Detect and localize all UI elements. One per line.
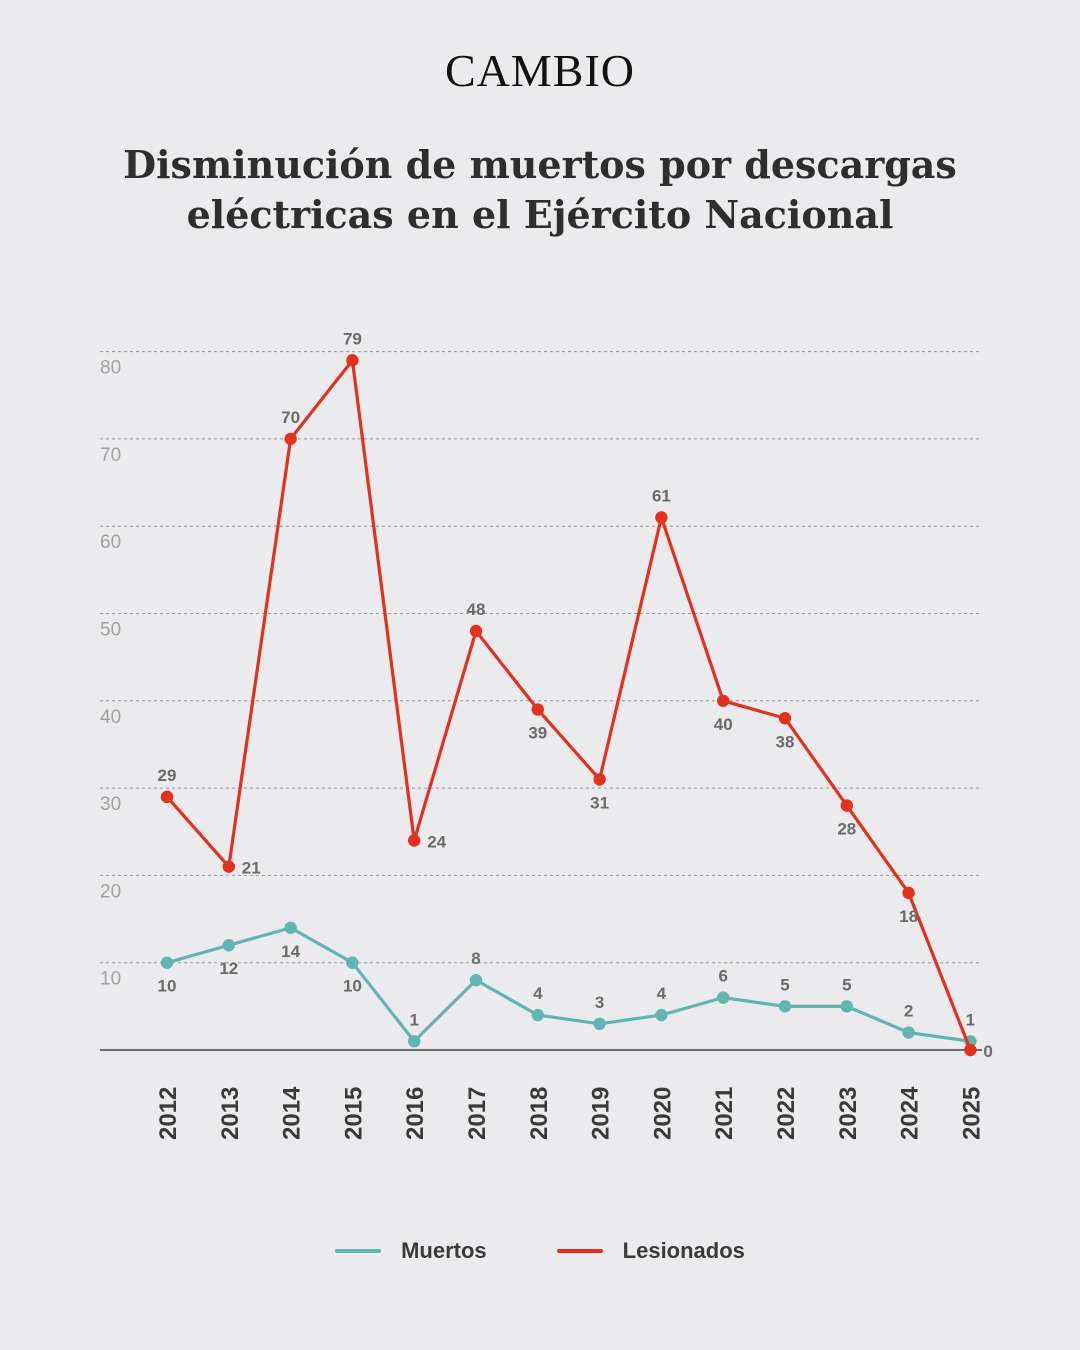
x-tick-label: 2012 [155, 1087, 182, 1140]
data-label: 10 [343, 977, 362, 996]
data-point-muertos [778, 1000, 792, 1013]
y-tick-label: 70 [100, 445, 121, 466]
series-line-lesionados [165, 358, 972, 1051]
data-label: 38 [776, 732, 795, 751]
data-label: 18 [899, 907, 918, 926]
data-point-lesionados [964, 1043, 977, 1057]
data-point-muertos [222, 939, 235, 952]
x-tick-label: 2015 [340, 1087, 367, 1140]
chart-legend: Muertos Lesionados [0, 1238, 1080, 1264]
data-label: 5 [780, 975, 789, 994]
legend-swatch [335, 1249, 382, 1253]
x-tick-label: 2014 [279, 1086, 306, 1140]
data-point-muertos [531, 1008, 544, 1022]
data-point-lesionados [717, 694, 730, 707]
y-tick-label: 60 [100, 532, 121, 553]
data-point-lesionados [531, 703, 544, 716]
data-point-muertos [593, 1017, 606, 1031]
data-point-lesionados [346, 354, 359, 367]
data-label: 48 [467, 600, 486, 619]
y-tick-label: 20 [100, 881, 121, 902]
x-tick-label: 2018 [526, 1087, 553, 1140]
chart-title: Disminución de muertos por descargas elé… [100, 140, 980, 240]
y-tick-label: 80 [100, 358, 121, 379]
x-tick-label: 2020 [649, 1087, 676, 1140]
data-label: 12 [219, 959, 238, 978]
data-point-lesionados [655, 511, 668, 524]
x-tick-label: 2017 [464, 1087, 491, 1140]
legend-item-muertos: Muertos [335, 1238, 487, 1264]
data-point-muertos [717, 991, 730, 1004]
data-point-muertos [284, 921, 297, 934]
data-label: 28 [837, 820, 856, 839]
data-point-lesionados [593, 773, 606, 786]
data-point-lesionados [840, 799, 853, 812]
data-label: 39 [528, 724, 547, 743]
data-label: 0 [983, 1042, 992, 1061]
x-tick-label: 2021 [711, 1087, 738, 1140]
data-label: 79 [343, 329, 362, 348]
data-label: 10 [158, 977, 177, 996]
data-point-muertos [408, 1035, 421, 1048]
data-point-lesionados [160, 790, 174, 804]
brand-logo: CAMBIO [444, 45, 636, 96]
data-label: 4 [533, 984, 543, 1003]
legend-swatch [556, 1249, 603, 1253]
data-label: 29 [158, 766, 177, 785]
data-label: 14 [281, 942, 300, 961]
x-tick-label: 2025 [958, 1087, 985, 1140]
data-label: 61 [652, 486, 671, 505]
data-label: 3 [595, 993, 604, 1012]
data-label: 31 [590, 793, 609, 812]
data-point-lesionados [778, 712, 792, 725]
data-label: 5 [842, 975, 851, 994]
legend-item-lesionados: Lesionados [556, 1238, 745, 1264]
chart-title-line1: Disminución de muertos por descargas [123, 142, 957, 187]
data-point-lesionados [469, 624, 483, 638]
x-tick-label: 2016 [402, 1087, 429, 1140]
data-point-muertos [655, 1008, 668, 1022]
data-point-lesionados [284, 432, 297, 446]
data-label: 70 [281, 408, 300, 427]
data-point-lesionados [222, 860, 235, 873]
y-tick-label: 40 [100, 707, 121, 728]
y-tick-label: 30 [100, 794, 121, 815]
x-tick-label: 2013 [217, 1087, 244, 1140]
legend-label: Muertos [401, 1238, 487, 1263]
data-point-muertos [840, 1000, 853, 1013]
data-label: 1 [966, 1010, 975, 1029]
x-tick-label: 2019 [588, 1087, 615, 1140]
data-point-muertos [346, 956, 359, 969]
data-label: 2 [904, 1002, 913, 1021]
y-tick-label: 50 [100, 620, 121, 641]
chart-title-line2: eléctricas en el Ejército Nacional [186, 192, 894, 237]
data-point-muertos [902, 1026, 915, 1039]
y-tick-label: 10 [100, 969, 121, 990]
x-tick-label: 2024 [897, 1086, 924, 1140]
x-tick-label: 2023 [835, 1087, 862, 1140]
data-label: 40 [714, 715, 733, 734]
data-label: 6 [718, 967, 727, 986]
data-point-muertos [160, 956, 174, 969]
data-label: 8 [471, 949, 480, 968]
data-label: 21 [242, 859, 261, 878]
data-point-muertos [469, 973, 483, 987]
x-tick-label: 2022 [773, 1087, 800, 1140]
data-label: 1 [409, 1010, 418, 1029]
series-line-muertos [166, 926, 971, 1043]
data-label: 24 [427, 832, 446, 851]
data-point-lesionados [408, 834, 421, 847]
legend-label: Lesionados [622, 1238, 745, 1263]
data-point-lesionados [902, 886, 915, 900]
data-label: 4 [657, 984, 667, 1003]
